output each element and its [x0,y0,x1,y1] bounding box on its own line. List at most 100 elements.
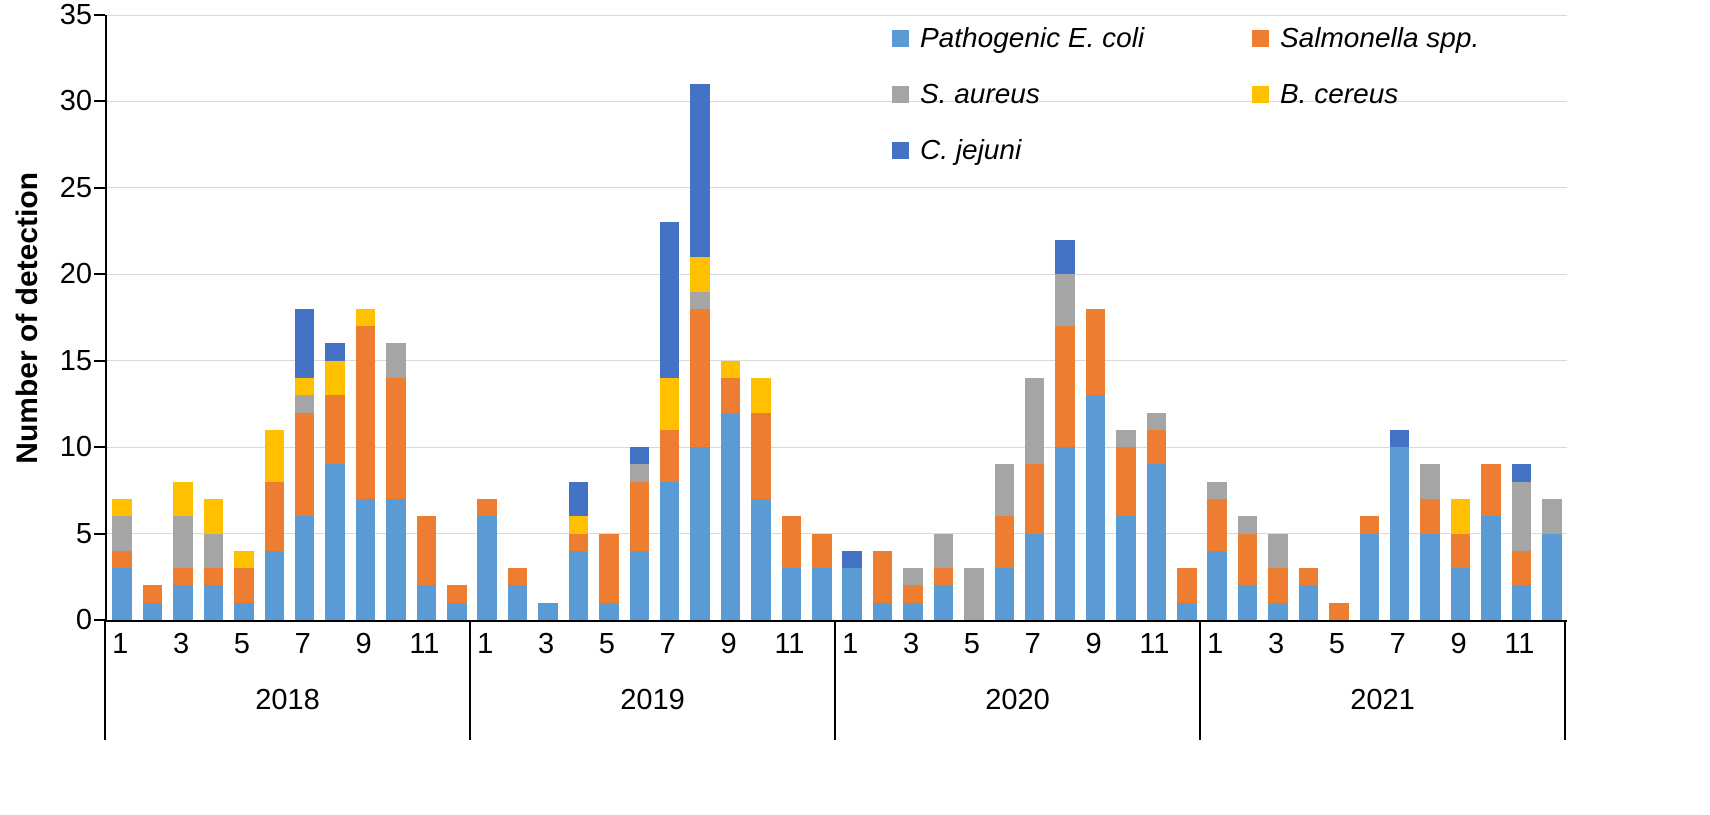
bar-segment [1481,464,1501,517]
legend-item: Salmonella spp. [1252,23,1479,53]
bar-segment [203,585,224,620]
stacked-bar [1085,308,1106,620]
bar-segment [872,550,893,603]
bar-segment [264,429,284,482]
bar-segment [1450,568,1471,620]
bar-segment [599,533,619,603]
y-axis-tick-labels: 0 5 10 15 20 25 30 35 [30,0,92,635]
bar-segment [1055,274,1075,327]
month-label: 9 [355,628,372,660]
bar-segment [751,499,771,620]
bar-segment [447,585,467,603]
stacked-bar [234,550,254,620]
stacked-bar [599,533,619,620]
legend-label: S. aureus [920,78,1040,109]
y-tick-label: 20 [59,258,92,291]
stacked-bar [447,585,467,620]
bar-segment [872,602,893,620]
bar-segment [203,499,224,534]
bar-segment [355,308,376,327]
stacked-bar [142,585,163,620]
bar-segment [1085,395,1106,620]
bar-segment [142,602,163,620]
gridline [107,273,1567,275]
bar-segment [994,568,1014,620]
bar-segment [173,481,193,517]
stacked-bar [690,84,710,620]
month-label: 7 [294,628,311,660]
y-axis-ticks [94,14,1567,621]
legend-item: Pathogenic E. coli [892,23,1252,53]
stacked-bar [386,343,406,620]
bar-segment [294,412,315,517]
bar-segment [1542,499,1562,534]
bar-segment [447,602,467,620]
stacked-bar [325,343,345,620]
bar-segment [720,412,741,620]
legend-label: Salmonella spp. [1280,22,1480,53]
bar-segment [964,568,984,620]
gridline [107,100,1567,102]
month-label: 7 [1389,628,1406,660]
y-axis-tick [94,446,105,449]
bar-segment [173,585,193,620]
bar-segment [1389,429,1410,448]
bar-segment [234,568,254,603]
bar-segment [1207,550,1227,620]
legend-label: C. jejuni [920,134,1022,165]
month-label: 3 [537,628,555,660]
bar-segment [112,516,132,551]
bar-segment [903,602,923,620]
legend-item: B. cereus [1252,79,1479,109]
y-tick-label: 30 [59,85,92,118]
y-tick-label: 15 [59,344,92,377]
y-axis-tick [94,14,105,16]
month-label: 11 [774,628,805,660]
bar-segment [1085,308,1106,396]
y-axis-tick [94,619,105,621]
bar-segment [1481,516,1501,620]
gridline [107,446,1567,448]
year-boundary-line [104,620,106,740]
year-boundary-line [1199,620,1201,740]
year-boundary-line [834,620,836,740]
bar-segment [599,602,619,620]
bar-segment [842,550,862,569]
bar-segment [416,516,437,586]
bar-segment [720,360,741,379]
bar-segment [234,550,254,569]
bar-segment [173,516,193,569]
stacked-bar [568,481,589,620]
legend-swatch [1252,29,1269,47]
bar-segment [659,481,680,620]
stacked-bar [933,533,954,620]
month-label: 1 [477,628,494,660]
bar-segment [690,447,710,620]
stacked-bar [538,602,558,620]
bar-segment [1389,447,1410,620]
bar-segment [629,464,649,482]
y-tick-label: 5 [75,517,92,550]
month-label: 1 [842,628,859,660]
month-label: 11 [1504,628,1535,660]
month-label: 1 [112,628,129,660]
month-label: 5 [233,628,250,660]
month-label: 7 [659,628,676,660]
bar-segment [1450,499,1471,534]
stacked-bar [872,550,893,620]
bar-segment [1116,516,1136,620]
bar-segment [751,378,771,413]
gridline [107,533,1567,535]
bar-segment [1207,499,1227,551]
stacked-bar [1359,516,1379,620]
bar-segment [1359,516,1379,534]
bar-segment [568,550,589,620]
month-label: 7 [1024,628,1041,660]
bar-segment [386,499,406,620]
bar-segment [112,499,132,517]
stacked-bar [173,481,193,620]
bar-segment [294,378,315,396]
stacked-bar [812,533,832,620]
bar-segment [690,84,710,258]
bar-segment [173,568,193,586]
